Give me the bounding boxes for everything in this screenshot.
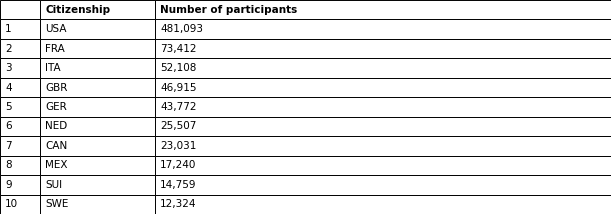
Text: 23,031: 23,031 [160,141,196,151]
Text: GER: GER [45,102,67,112]
Bar [155,39,611,58]
Bar [40,19,155,39]
Bar [0,175,40,195]
Text: 12,324: 12,324 [160,199,197,209]
Bar [40,175,155,195]
Bar [0,156,40,175]
Text: GBR: GBR [45,83,67,92]
Text: 481,093: 481,093 [160,24,203,34]
Bar [0,0,40,19]
Bar [40,78,155,97]
Bar [155,175,611,195]
Text: MEX: MEX [45,160,67,170]
Bar [155,19,611,39]
Bar [0,117,40,136]
Text: SUI: SUI [45,180,62,190]
Text: 43,772: 43,772 [160,102,197,112]
Bar [0,97,40,117]
Text: 46,915: 46,915 [160,83,197,92]
Text: 8: 8 [5,160,12,170]
Text: 17,240: 17,240 [160,160,196,170]
Bar [0,195,40,214]
Text: 2: 2 [5,44,12,54]
Text: 5: 5 [5,102,12,112]
Text: SWE: SWE [45,199,68,209]
Bar [0,58,40,78]
Bar [40,58,155,78]
Bar [0,39,40,58]
Text: Citizenship: Citizenship [45,5,110,15]
Text: Number of participants: Number of participants [160,5,297,15]
Bar [40,136,155,156]
Text: NED: NED [45,122,67,131]
Text: 6: 6 [5,122,12,131]
Bar [40,0,155,19]
Text: 14,759: 14,759 [160,180,197,190]
Bar [155,156,611,175]
Bar [155,58,611,78]
Text: 25,507: 25,507 [160,122,196,131]
Bar [155,97,611,117]
Text: FRA: FRA [45,44,65,54]
Bar [40,97,155,117]
Bar [40,117,155,136]
Text: 9: 9 [5,180,12,190]
Bar [0,78,40,97]
Bar [155,78,611,97]
Bar [155,195,611,214]
Text: ITA: ITA [45,63,60,73]
Text: USA: USA [45,24,67,34]
Text: 1: 1 [5,24,12,34]
Text: 3: 3 [5,63,12,73]
Text: 7: 7 [5,141,12,151]
Bar [0,19,40,39]
Text: 4: 4 [5,83,12,92]
Bar [155,0,611,19]
Bar [155,136,611,156]
Text: CAN: CAN [45,141,67,151]
Bar [40,195,155,214]
Bar [155,117,611,136]
Bar [0,136,40,156]
Text: 52,108: 52,108 [160,63,196,73]
Bar [40,156,155,175]
Text: 73,412: 73,412 [160,44,197,54]
Bar [40,39,155,58]
Text: 10: 10 [5,199,18,209]
